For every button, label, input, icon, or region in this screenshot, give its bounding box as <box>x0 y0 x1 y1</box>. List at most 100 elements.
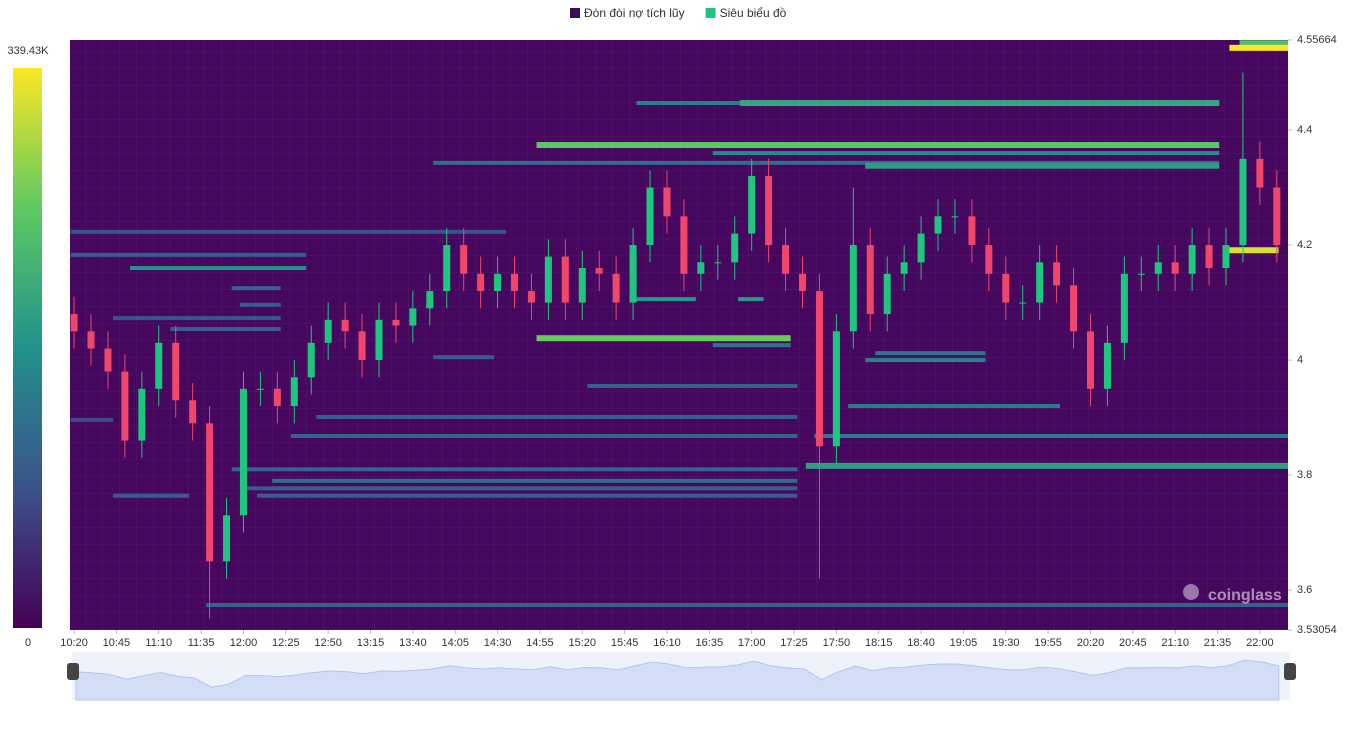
heat-segment <box>240 486 798 491</box>
heat-segment <box>170 327 281 332</box>
candle-body <box>239 388 247 516</box>
candle-body <box>87 331 95 349</box>
candle-body <box>798 273 806 292</box>
heat-segment <box>433 160 1220 165</box>
candle-body <box>1053 262 1061 286</box>
heat-segment <box>814 433 1288 438</box>
heat-segment <box>536 142 1220 149</box>
minimap-handle-right[interactable] <box>1284 663 1296 680</box>
candle-body <box>1273 187 1281 246</box>
candle-body <box>138 388 146 441</box>
candle-body <box>1154 262 1162 274</box>
candle-body <box>511 273 519 292</box>
x-tick-label: 12:00 <box>230 637 258 649</box>
candle-body <box>900 262 908 274</box>
watermark: coinglass <box>1208 587 1282 604</box>
x-tick-label: 17:00 <box>738 637 766 649</box>
candle-body <box>527 291 535 303</box>
heat-segment <box>712 151 1220 156</box>
legend-label: Đòn đòi nợ tích lũy <box>584 6 685 20</box>
minimap-handle-left[interactable] <box>67 663 79 680</box>
x-tick-label: 13:15 <box>357 637 385 649</box>
candle-body <box>307 342 315 378</box>
candle-body <box>680 216 688 274</box>
heat-segment <box>738 297 764 302</box>
heat-segment <box>805 462 1288 469</box>
x-tick-label: 18:15 <box>865 637 893 649</box>
candle-body <box>1239 158 1247 246</box>
candle-body <box>409 308 417 326</box>
candle-body <box>612 273 620 303</box>
candle-body <box>663 187 671 217</box>
y-tick-label: 4.4 <box>1297 124 1312 136</box>
x-tick-label: 17:25 <box>780 637 808 649</box>
x-tick-label: 10:45 <box>103 637 131 649</box>
heat-segment <box>865 358 986 363</box>
candle-body <box>358 331 366 361</box>
legend-label: Siêu biểu đồ <box>720 6 787 20</box>
x-tick-label: 18:40 <box>907 637 935 649</box>
candle-body <box>443 245 451 292</box>
heat-segment <box>865 162 1220 169</box>
candle-body <box>477 273 485 292</box>
heat-segment <box>70 417 114 422</box>
x-tick-label: 14:05 <box>441 637 469 649</box>
candle-body <box>494 273 502 292</box>
candle-body <box>866 245 874 315</box>
heat-segment <box>231 467 798 472</box>
x-tick-label: 16:35 <box>696 637 724 649</box>
y-tick-label: 3.8 <box>1297 469 1312 481</box>
heat-segment <box>848 404 1060 409</box>
heat-segment <box>1229 44 1288 51</box>
minimap <box>75 659 1280 701</box>
heat-segment <box>587 383 798 388</box>
legend: Đòn đòi nợ tích lũy Siêu biểu đồ <box>570 6 787 20</box>
heat-segment <box>1239 40 1288 47</box>
candle-body <box>172 342 180 401</box>
candle-body <box>256 388 264 390</box>
candle-body <box>426 291 434 309</box>
legend-swatch <box>570 8 580 18</box>
candle-body <box>646 187 654 246</box>
candle-body <box>104 348 112 372</box>
heat-segment <box>113 493 190 498</box>
candle-body <box>578 268 586 303</box>
x-tick-label: 20:20 <box>1077 637 1105 649</box>
candle-body <box>782 245 790 274</box>
x-tick-label: 14:55 <box>526 637 554 649</box>
colorbar <box>13 68 42 628</box>
x-tick-label: 14:30 <box>484 637 512 649</box>
x-tick-label: 15:20 <box>569 637 597 649</box>
x-tick-label: 19:55 <box>1034 637 1062 649</box>
candle-body <box>561 256 569 303</box>
candle-body <box>206 423 214 562</box>
heat-segment <box>712 343 791 348</box>
candle-body <box>1188 245 1196 274</box>
candle-layer <box>70 72 1281 619</box>
colorbar-label: 339.43K <box>8 45 50 57</box>
x-tick-label: 22:00 <box>1246 637 1274 649</box>
x-tick-label: 13:40 <box>399 637 427 649</box>
candle-body <box>985 245 993 274</box>
x-tick-label: 19:05 <box>950 637 978 649</box>
candle-body <box>968 216 976 246</box>
heat-segment <box>433 355 495 360</box>
heat-segment <box>70 252 307 257</box>
y-tick-label: 3.53054 <box>1297 624 1337 636</box>
candle-body <box>765 176 773 246</box>
heat-segment <box>257 493 798 498</box>
candle-body <box>917 233 925 263</box>
heat-segment <box>290 433 798 438</box>
x-tick-label: 21:35 <box>1204 637 1232 649</box>
candle-body <box>883 273 891 315</box>
candle-body <box>392 319 400 326</box>
candle-body <box>460 245 468 274</box>
candle-body <box>1205 245 1213 269</box>
candle-body <box>121 371 129 441</box>
heat-segment <box>316 414 798 419</box>
candle-body <box>223 515 231 562</box>
candle-body <box>731 233 739 263</box>
candle-body <box>155 342 163 389</box>
candle-body <box>697 262 705 274</box>
